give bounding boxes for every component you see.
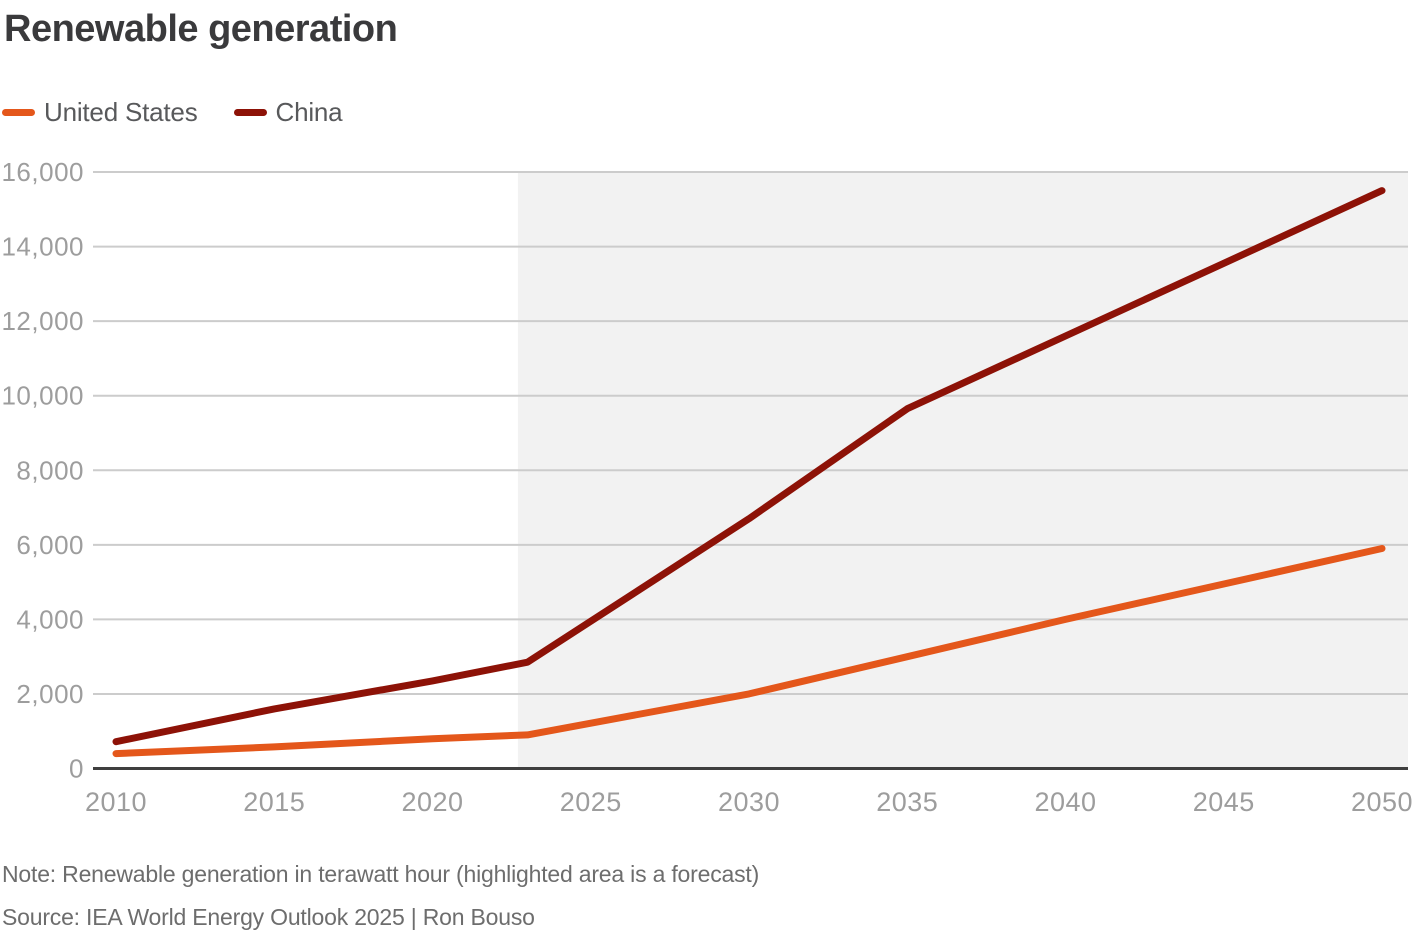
- y-axis-tick-label: 4,000: [16, 604, 84, 634]
- united-states-series-swatch: [2, 109, 35, 116]
- x-axis-tick-label: 2040: [1034, 787, 1096, 817]
- x-axis-tick-label: 2030: [718, 787, 780, 817]
- x-axis-tick-label: 2035: [876, 787, 938, 817]
- y-axis-tick-label: 6,000: [16, 530, 84, 560]
- y-axis-tick-label: 2,000: [16, 679, 84, 709]
- x-axis-tick-label: 2025: [560, 787, 622, 817]
- x-axis-tick-label: 2050: [1351, 787, 1413, 817]
- x-axis-tick-label: 2015: [243, 787, 305, 817]
- page-title: Renewable generation: [4, 8, 398, 50]
- china-series-swatch: [233, 109, 267, 116]
- y-axis-tick-label: 14,000: [1, 232, 84, 262]
- y-axis-tick-label: 12,000: [1, 306, 84, 336]
- y-axis-tick-label: 10,000: [1, 381, 84, 411]
- chart-source: Source: IEA World Energy Outlook 2025 | …: [2, 904, 535, 930]
- x-axis-tick-label: 2010: [85, 787, 147, 817]
- china-series-line: [112, 187, 1386, 746]
- china-legend-label: China: [275, 97, 343, 127]
- united-states-legend-label: United States: [44, 97, 198, 127]
- chart-note: Note: Renewable generation in terawatt h…: [2, 861, 760, 887]
- x-axis-tick-label: 2045: [1193, 787, 1255, 817]
- legend-item-china: China: [233, 97, 343, 128]
- legend-item-united-states: United States: [2, 97, 198, 128]
- y-axis-tick-label: 8,000: [16, 455, 84, 485]
- y-axis-tick-label: 16,000: [1, 157, 84, 187]
- x-axis-tick-label: 2020: [401, 787, 463, 817]
- renewable-generation-line-chart: 0 2,000 4,000 6,000 8,000 10,000 12,000 14,000 1…: [1, 157, 1413, 817]
- legend: United States China: [2, 97, 343, 128]
- united-states-series-line: [112, 545, 1386, 758]
- y-axis-tick-label: 0: [69, 754, 84, 784]
